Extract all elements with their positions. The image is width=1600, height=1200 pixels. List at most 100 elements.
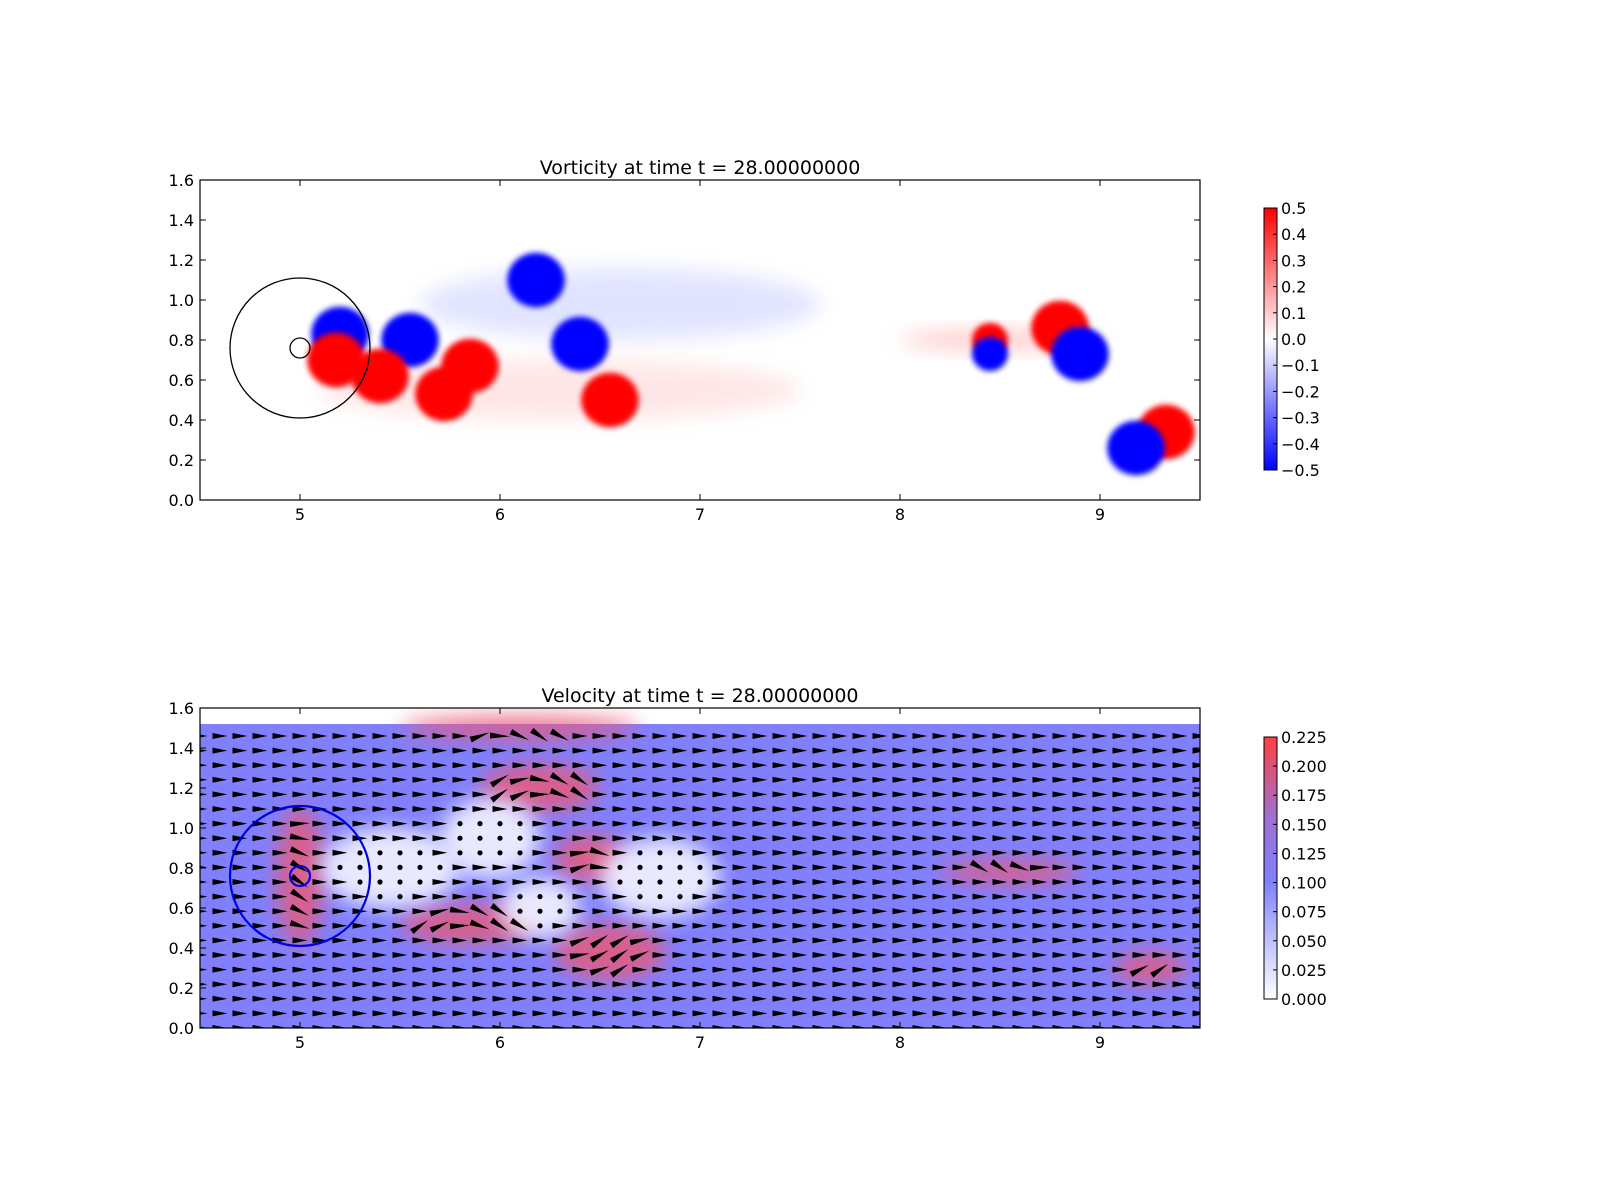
velocity-arrow [992, 893, 1008, 900]
colorbar-tick-label: 0.1 [1281, 304, 1306, 323]
velocity-arrow [512, 864, 528, 871]
velocity-arrow [592, 806, 608, 812]
velocity-arrow [372, 820, 388, 827]
velocity-arrow [1152, 776, 1168, 783]
velocity-arrow [332, 849, 348, 856]
y-tick-label: 1.6 [169, 699, 194, 718]
velocity-arrow [1172, 1010, 1188, 1017]
velocity-arrow [1012, 1025, 1028, 1028]
velocity-arrow [552, 1025, 568, 1028]
velocity-arrow [972, 1010, 988, 1017]
velocity-arrow [1032, 835, 1048, 842]
vorticity-title: Vorticity at time t = 28.00000000 [540, 157, 861, 179]
velocity-arrow [469, 903, 489, 917]
velocity-arrow [632, 835, 648, 842]
velocity-arrow [532, 806, 548, 812]
velocity-arrow [212, 762, 228, 769]
slow-flow-region [500, 878, 580, 938]
velocity-arrow [432, 1025, 448, 1028]
velocity-arrow [632, 806, 648, 812]
velocity-arrow [852, 733, 868, 739]
velocity-arrow [392, 981, 408, 988]
velocity-arrow [732, 820, 748, 827]
velocity-arrow [1172, 908, 1188, 915]
vorticity-field [307, 252, 1195, 476]
y-tick-label: 1.2 [169, 779, 194, 798]
velocity-arrow [200, 924, 208, 928]
velocity-arrow [200, 953, 208, 957]
velocity-arrow [272, 1025, 288, 1028]
velocity-dot [517, 894, 523, 900]
velocity-arrow [1172, 937, 1188, 944]
velocity-arrow [1132, 908, 1148, 915]
colorbar-tick-label: −0.4 [1281, 435, 1320, 454]
velocity-dot [517, 821, 523, 827]
velocity-arrow [312, 893, 328, 900]
velocity-arrow [572, 981, 588, 988]
velocity-arrow [732, 747, 748, 754]
velocity-arrow [272, 776, 288, 783]
velocity-arrow [932, 733, 948, 739]
velocity-arrow [1072, 893, 1088, 900]
velocity-arrow [992, 791, 1008, 798]
velocity-arrow [392, 952, 408, 958]
velocity-arrow [1172, 864, 1188, 871]
velocity-arrow [992, 922, 1008, 929]
velocity-arrow [490, 903, 509, 917]
velocity-arrow [672, 937, 688, 944]
velocity-arrow [1152, 791, 1168, 798]
velocity-arrow [1112, 849, 1128, 856]
velocity-arrow [332, 791, 348, 798]
velocity-arrow [292, 791, 308, 798]
velocity-arrow [252, 981, 268, 988]
velocity-arrow [752, 762, 768, 769]
velocity-arrow [332, 995, 348, 1002]
velocity-arrow [932, 893, 948, 900]
velocity-arrow [1072, 864, 1088, 871]
velocity-arrow [272, 864, 288, 871]
velocity-arrow [712, 835, 728, 842]
velocity-arrow [952, 893, 968, 900]
velocity-arrow [212, 791, 228, 798]
velocity-arrow [592, 922, 608, 929]
velocity-arrow [832, 937, 848, 944]
velocity-arrow [312, 1025, 328, 1028]
velocity-arrow [912, 908, 928, 915]
velocity-arrow [552, 995, 568, 1002]
velocity-arrow [772, 762, 788, 769]
velocity-arrow [1032, 762, 1048, 769]
colorbar-tick-label: 0.5 [1281, 199, 1306, 218]
velocity-arrow [1072, 747, 1088, 754]
velocity-arrow [212, 966, 228, 973]
velocity-arrow [200, 968, 208, 972]
velocity-arrow [312, 937, 328, 944]
velocity-arrow [612, 776, 628, 783]
velocity-arrow [1132, 762, 1148, 769]
slow-flow-region [320, 828, 460, 908]
velocity-arrow [812, 966, 828, 973]
velocity-arrow [1092, 849, 1108, 856]
velocity-arrow [772, 747, 788, 754]
velocity-arrow [1052, 835, 1068, 842]
velocity-arrow [232, 981, 248, 988]
velocity-arrow [252, 952, 268, 958]
x-tick-label: 8 [895, 505, 905, 524]
velocity-arrow [1012, 995, 1028, 1002]
velocity-arrow [232, 879, 248, 885]
velocity-arrow [532, 1010, 548, 1017]
velocity-arrow [1032, 937, 1048, 944]
negative-vortex [551, 316, 609, 372]
velocity-arrow [1172, 893, 1188, 900]
velocity-arrow [1072, 937, 1088, 944]
velocity-arrow [1012, 776, 1028, 783]
y-tick-label: 0.6 [169, 899, 194, 918]
velocity-arrow [1132, 893, 1148, 900]
velocity-arrow [332, 733, 348, 739]
velocity-arrow [529, 791, 550, 798]
velocity-arrow [1052, 879, 1068, 885]
velocity-arrow [652, 908, 668, 915]
velocity-arrow [872, 820, 888, 827]
velocity-arrow [792, 937, 808, 944]
velocity-dot [637, 894, 643, 900]
velocity-arrow [1172, 791, 1188, 798]
